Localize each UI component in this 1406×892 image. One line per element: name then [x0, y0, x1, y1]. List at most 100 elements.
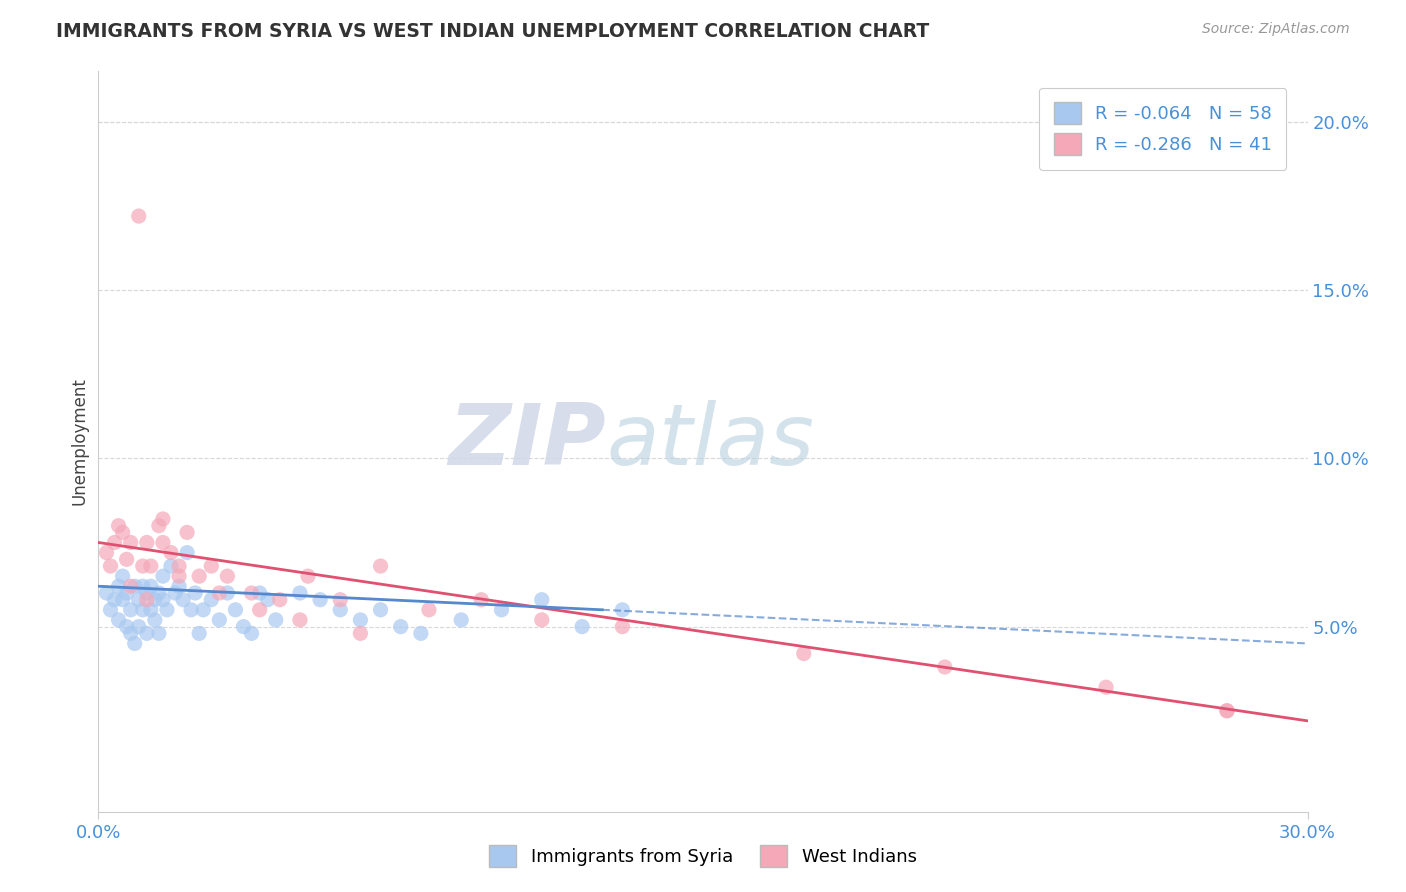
- Point: [152, 592, 174, 607]
- Point: [193, 603, 215, 617]
- Point: [135, 592, 157, 607]
- Point: [288, 586, 311, 600]
- Point: [269, 592, 291, 607]
- Point: [1216, 704, 1239, 718]
- Point: [450, 613, 472, 627]
- Point: [612, 603, 634, 617]
- Point: [115, 619, 138, 633]
- Point: [103, 592, 125, 607]
- Point: [240, 626, 263, 640]
- Point: [1095, 680, 1118, 694]
- Point: [139, 579, 162, 593]
- Point: [188, 569, 211, 583]
- Point: [491, 603, 513, 617]
- Point: [111, 592, 134, 607]
- Point: [128, 592, 150, 607]
- Point: [172, 592, 194, 607]
- Point: [132, 579, 155, 593]
- Point: [115, 586, 138, 600]
- Point: [934, 660, 956, 674]
- Point: [120, 626, 142, 640]
- Text: ZIP: ZIP: [449, 400, 606, 483]
- Point: [297, 569, 319, 583]
- Point: [349, 626, 371, 640]
- Point: [370, 559, 392, 574]
- Point: [188, 626, 211, 640]
- Point: [143, 592, 166, 607]
- Point: [139, 603, 162, 617]
- Point: [167, 559, 190, 574]
- Text: atlas: atlas: [606, 400, 814, 483]
- Point: [160, 546, 183, 560]
- Point: [96, 586, 118, 600]
- Point: [176, 525, 198, 540]
- Point: [139, 559, 162, 574]
- Point: [200, 559, 222, 574]
- Point: [167, 579, 190, 593]
- Point: [135, 535, 157, 549]
- Point: [120, 535, 142, 549]
- Text: Source: ZipAtlas.com: Source: ZipAtlas.com: [1202, 22, 1350, 37]
- Point: [418, 603, 440, 617]
- Point: [100, 603, 122, 617]
- Point: [571, 619, 593, 633]
- Point: [148, 586, 170, 600]
- Point: [120, 603, 142, 617]
- Point: [103, 535, 125, 549]
- Point: [389, 619, 412, 633]
- Point: [224, 603, 246, 617]
- Point: [256, 592, 278, 607]
- Point: [148, 518, 170, 533]
- Point: [115, 552, 138, 566]
- Y-axis label: Unemployment: Unemployment: [70, 377, 89, 506]
- Point: [124, 579, 146, 593]
- Point: [128, 209, 150, 223]
- Point: [530, 613, 553, 627]
- Point: [124, 636, 146, 650]
- Point: [180, 603, 202, 617]
- Point: [156, 603, 179, 617]
- Text: IMMIGRANTS FROM SYRIA VS WEST INDIAN UNEMPLOYMENT CORRELATION CHART: IMMIGRANTS FROM SYRIA VS WEST INDIAN UNE…: [56, 22, 929, 41]
- Point: [132, 603, 155, 617]
- Point: [111, 525, 134, 540]
- Point: [309, 592, 332, 607]
- Point: [249, 586, 271, 600]
- Point: [612, 619, 634, 633]
- Point: [96, 546, 118, 560]
- Point: [160, 559, 183, 574]
- Point: [152, 512, 174, 526]
- Point: [232, 619, 254, 633]
- Point: [143, 613, 166, 627]
- Point: [107, 613, 129, 627]
- Point: [100, 559, 122, 574]
- Point: [217, 586, 239, 600]
- Point: [176, 546, 198, 560]
- Point: [249, 603, 271, 617]
- Point: [208, 613, 231, 627]
- Point: [208, 586, 231, 600]
- Point: [111, 569, 134, 583]
- Point: [1216, 704, 1239, 718]
- Point: [132, 559, 155, 574]
- Point: [264, 613, 287, 627]
- Point: [288, 613, 311, 627]
- Point: [167, 569, 190, 583]
- Point: [470, 592, 492, 607]
- Point: [409, 626, 432, 640]
- Point: [200, 592, 222, 607]
- Point: [107, 579, 129, 593]
- Point: [217, 569, 239, 583]
- Point: [163, 586, 186, 600]
- Point: [152, 535, 174, 549]
- Point: [370, 603, 392, 617]
- Legend: R = -0.064   N = 58, R = -0.286   N = 41: R = -0.064 N = 58, R = -0.286 N = 41: [1039, 87, 1286, 169]
- Point: [530, 592, 553, 607]
- Point: [128, 619, 150, 633]
- Point: [240, 586, 263, 600]
- Legend: Immigrants from Syria, West Indians: Immigrants from Syria, West Indians: [482, 838, 924, 874]
- Point: [135, 626, 157, 640]
- Point: [329, 603, 352, 617]
- Point: [148, 626, 170, 640]
- Point: [135, 586, 157, 600]
- Point: [120, 579, 142, 593]
